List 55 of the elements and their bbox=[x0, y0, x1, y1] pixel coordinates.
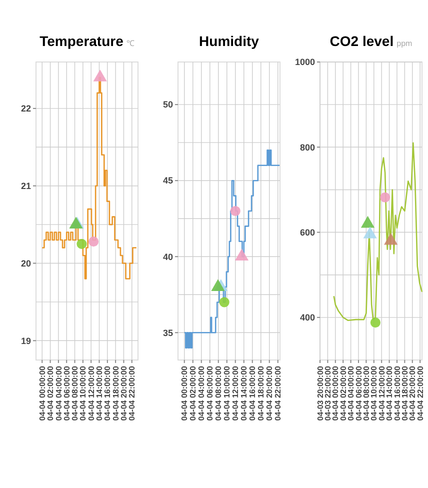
x-tick-label: 04-04 10:00:00 bbox=[78, 365, 88, 421]
y-tick-label: 400 bbox=[300, 312, 315, 323]
x-tick-label: 04-04 12:00:00 bbox=[377, 365, 386, 421]
x-tick-label: 04-04 02:00:00 bbox=[338, 365, 348, 421]
x-tick-label: 04-04 02:00:00 bbox=[188, 365, 198, 421]
x-tick-label: 04-04 16:00:00 bbox=[103, 365, 112, 421]
x-tick-label: 04-04 20:00:00 bbox=[408, 365, 418, 421]
x-tick-label: 04-04 20:00:00 bbox=[120, 365, 129, 421]
chart-title: Temperature bbox=[40, 33, 124, 49]
x-tick-label: 04-04 06:00:00 bbox=[206, 365, 215, 421]
y-axis-title: ppm bbox=[396, 39, 413, 48]
x-tick-label: 04-04 22:00:00 bbox=[274, 365, 283, 421]
x-tick-label: 04-04 04:00:00 bbox=[54, 365, 64, 421]
y-tick-label: 45 bbox=[162, 176, 173, 186]
x-tick-label: 04-04 04:00:00 bbox=[197, 365, 206, 421]
y-tick-label: 800 bbox=[300, 142, 315, 152]
y-tick-label: 40 bbox=[162, 252, 173, 262]
y-tick-label: 19 bbox=[20, 336, 31, 346]
x-tick-label: 04-04 18:00:00 bbox=[111, 365, 120, 421]
y-tick-label: 22 bbox=[20, 104, 31, 114]
y-axis-title: ℃ bbox=[126, 39, 134, 48]
x-tick-label: 04-04 22:00:00 bbox=[128, 365, 137, 421]
x-tick-label: 04-04 04:00:00 bbox=[346, 365, 356, 421]
y-tick-label: 50 bbox=[162, 100, 173, 110]
x-tick-label: 04-04 18:00:00 bbox=[400, 365, 410, 421]
x-tick-label: 04-04 10:00:00 bbox=[222, 365, 232, 421]
x-tick-label: 04-04 08:00:00 bbox=[362, 365, 371, 421]
x-tick-label: 04-04 18:00:00 bbox=[256, 365, 266, 421]
x-tick-label: 04-04 08:00:00 bbox=[214, 365, 224, 421]
y-tick-label: 35 bbox=[162, 328, 173, 338]
x-tick-label: 04-04 14:00:00 bbox=[240, 365, 249, 421]
y-tick-label: 600 bbox=[300, 227, 315, 238]
x-tick-label: 04-04 00:00:00 bbox=[180, 365, 190, 421]
x-tick-label: 04-04 22:00:00 bbox=[416, 365, 425, 421]
x-tick-label: 04-03 22:00:00 bbox=[324, 365, 332, 421]
x-tick-label: 04-04 02:00:00 bbox=[46, 365, 56, 421]
chart-title: Humidity bbox=[199, 33, 260, 49]
x-tick-label: 04-04 00:00:00 bbox=[38, 365, 47, 421]
x-tick-label: 04-04 12:00:00 bbox=[231, 365, 240, 421]
chart-title: CO2 level bbox=[330, 33, 394, 49]
x-tick-label: 04-04 14:00:00 bbox=[95, 365, 104, 421]
x-tick-label: 04-04 10:00:00 bbox=[370, 365, 379, 421]
x-tick-label: 04-04 16:00:00 bbox=[248, 365, 258, 421]
x-tick-label: 04-04 12:00:00 bbox=[86, 365, 96, 421]
x-tick-label: 04-04 06:00:00 bbox=[354, 365, 364, 421]
y-tick-label: 20 bbox=[20, 258, 31, 268]
y-tick-label: 21 bbox=[20, 180, 31, 191]
x-tick-label: 04-04 20:00:00 bbox=[265, 365, 274, 421]
x-tick-label: 04-04 06:00:00 bbox=[62, 365, 72, 421]
x-tick-label: 04-04 08:00:00 bbox=[70, 365, 80, 421]
x-tick-label: 04-04 16:00:00 bbox=[392, 365, 402, 421]
x-tick-label: 04-04 00:00:00 bbox=[331, 365, 340, 421]
y-tick-label: 1000 bbox=[294, 57, 315, 68]
x-tick-label: 04-03 20:00:00 bbox=[316, 365, 325, 421]
x-tick-label: 04-04 14:00:00 bbox=[385, 365, 394, 421]
